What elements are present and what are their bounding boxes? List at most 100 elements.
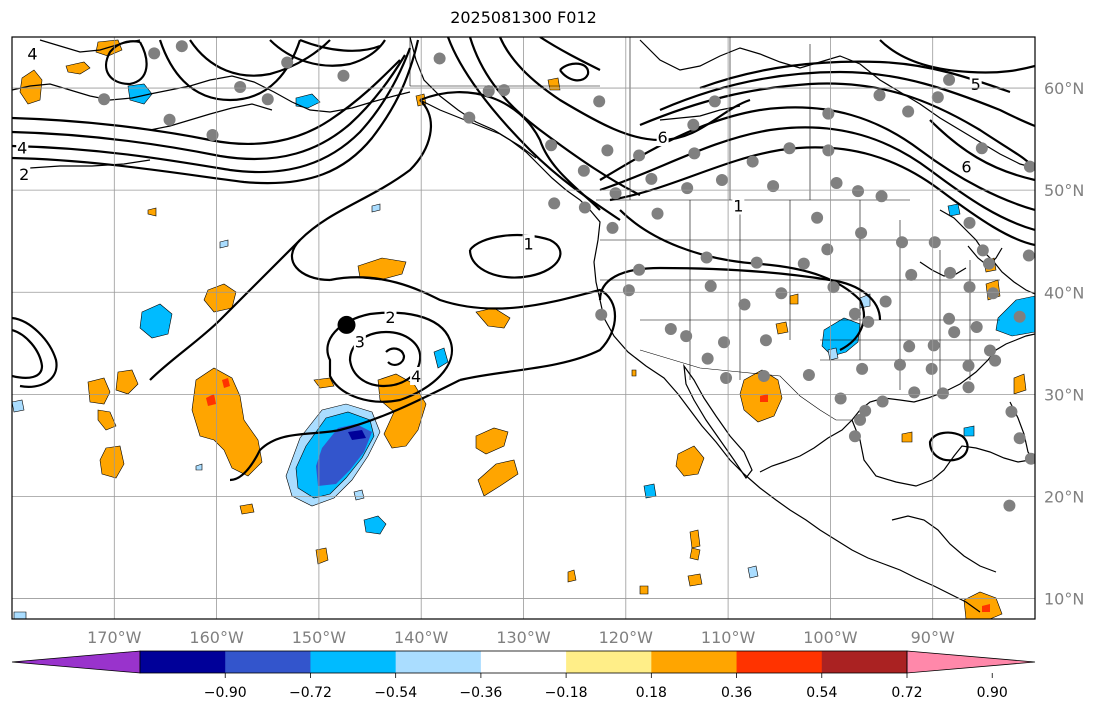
station-dot	[701, 352, 714, 365]
station-dot	[852, 185, 865, 198]
station-dot	[767, 180, 780, 193]
station-dot	[811, 211, 824, 224]
station-dot	[936, 387, 949, 400]
contour-label-bg	[353, 332, 366, 351]
station-dot	[759, 334, 772, 347]
contour-label: 1	[524, 234, 534, 253]
station-dot	[775, 287, 788, 300]
station-dot	[927, 339, 940, 352]
station-dot	[848, 307, 861, 320]
map-frame	[11, 36, 1036, 620]
station-dot	[855, 227, 868, 240]
colorbar-tick-label: −0.36	[459, 685, 502, 701]
station-dot	[876, 395, 889, 408]
contour-label-bg	[26, 44, 39, 63]
station-dot	[982, 257, 995, 270]
station-dot	[928, 236, 941, 249]
colorbar-tick-label: 0.72	[891, 685, 922, 701]
station-dot	[664, 323, 677, 336]
station-dot	[962, 359, 975, 372]
colorbar-tick-label: −0.54	[374, 685, 417, 701]
colorbar-segment	[225, 651, 311, 673]
station-dot	[925, 362, 938, 375]
station-dot	[1013, 432, 1026, 445]
station-dot	[975, 142, 988, 155]
contour-label: 3	[355, 332, 365, 351]
station-dot	[1024, 452, 1035, 465]
contour-label: 4	[411, 367, 421, 386]
lon-tick-label: 150°W	[292, 628, 347, 647]
station-dot	[593, 95, 606, 108]
contour-label-bg	[410, 366, 423, 385]
station-dot	[595, 308, 608, 321]
colorbar-frame	[139, 650, 908, 674]
station-dot	[704, 280, 717, 293]
contour-lines	[12, 37, 1035, 482]
contour-label-bg	[969, 74, 982, 93]
colorbar-segment	[310, 651, 397, 673]
station-dot	[783, 142, 796, 155]
station-dot	[1013, 310, 1026, 323]
contour-label-bg	[960, 157, 973, 176]
station-dot	[797, 257, 810, 270]
station-dot	[337, 69, 350, 82]
station-dot	[715, 173, 728, 186]
station-dot	[234, 81, 247, 94]
contour-label-bg	[384, 307, 397, 326]
lon-tick-label: 170°W	[87, 628, 142, 647]
colorbar-extend-high	[906, 650, 1036, 674]
station-dot	[718, 336, 731, 349]
colorbar-extend-low	[11, 650, 141, 674]
contour-label-bg	[732, 196, 745, 215]
station-dot	[700, 251, 713, 264]
station-dot	[545, 139, 558, 152]
station-dot	[879, 295, 892, 308]
lat-tick-label: 50°N	[1044, 181, 1084, 200]
contour-label: 1	[733, 196, 743, 215]
station-dot	[622, 284, 635, 297]
lon-tick-label: 100°W	[803, 628, 858, 647]
station-dot	[896, 236, 909, 249]
station-dot	[827, 281, 840, 294]
positive-anomaly-areas	[19, 39, 1027, 619]
station-dot	[962, 381, 975, 394]
station-dot	[577, 164, 590, 177]
contour-label-bg	[16, 138, 29, 157]
contour-label-bg	[656, 128, 669, 147]
station-dot	[681, 182, 694, 195]
station-dot	[708, 95, 721, 108]
colorbar-segment	[395, 651, 482, 673]
station-dot	[822, 144, 835, 157]
station-dot	[862, 315, 875, 328]
station-dot	[687, 118, 700, 131]
station-dot	[163, 113, 176, 126]
station-dot	[976, 244, 989, 257]
station-dot	[989, 354, 1002, 367]
station-dot	[680, 330, 693, 343]
colorbar-tick-label: 0.36	[721, 685, 752, 701]
colorbar-segment	[140, 651, 226, 673]
coastlines	[12, 37, 1035, 613]
contour-labels: 463421234615612	[16, 44, 982, 386]
station-dot	[948, 326, 961, 339]
station-dot	[651, 207, 664, 220]
chart-title: 2025081300 F012	[450, 8, 597, 27]
colorbar-segment	[480, 651, 567, 673]
colorbar-tick-label: 0.18	[636, 685, 667, 701]
station-dot	[963, 216, 976, 229]
station-dot	[688, 147, 701, 160]
station-dot	[987, 287, 1000, 300]
lon-tick-label: 90°W	[911, 628, 955, 647]
lat-tick-label: 40°N	[1044, 283, 1084, 302]
contour-label: 4	[17, 138, 27, 157]
station-dot	[1022, 249, 1035, 262]
station-dot	[738, 298, 751, 311]
station-dot	[633, 263, 646, 276]
lon-tick-label: 110°W	[701, 628, 756, 647]
station-dot	[1005, 405, 1018, 418]
station-dot	[175, 40, 188, 53]
station-dot	[821, 243, 834, 256]
colorbar-segment	[651, 651, 738, 673]
contour-label: 2	[19, 165, 29, 184]
